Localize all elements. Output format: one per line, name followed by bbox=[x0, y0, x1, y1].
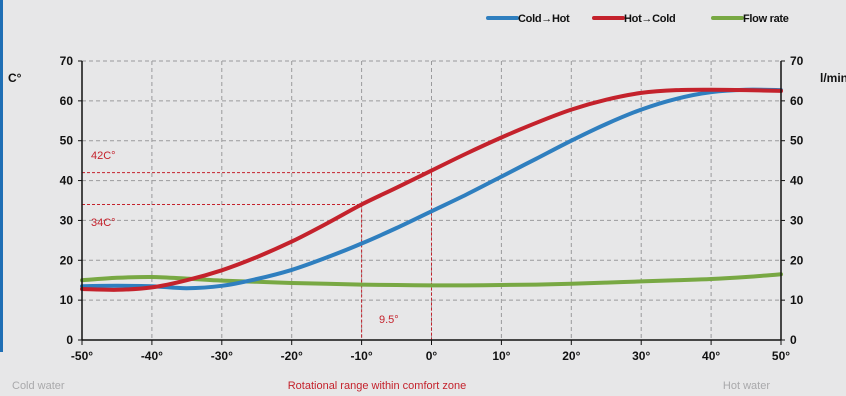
legend-label-flow-rate: Flow rate bbox=[743, 13, 789, 25]
annotation-range: 9.5° bbox=[379, 314, 399, 326]
x-tick-label: -50° bbox=[71, 349, 93, 363]
y-tick-label-right: 0 bbox=[790, 333, 797, 347]
x-tick-label: 10° bbox=[492, 349, 510, 363]
caption-hot-water: Hot water bbox=[723, 380, 770, 392]
y-tick-label-left: 10 bbox=[60, 293, 74, 307]
y-tick-label-right: 30 bbox=[790, 213, 804, 227]
x-tick-label: -30° bbox=[211, 349, 233, 363]
y-axis-label-left: C° bbox=[8, 71, 22, 85]
x-ticks: -50° -40° -30° -20° -10° 0° 10° 20° 30° 40° 50° bbox=[71, 349, 790, 363]
y-tick-label-left: 40 bbox=[60, 174, 74, 188]
x-tick-label: 0° bbox=[426, 349, 438, 363]
y-tick-label-left: 30 bbox=[60, 213, 74, 227]
y-tick-label-left: 20 bbox=[60, 253, 74, 267]
x-tick-label: 20° bbox=[562, 349, 580, 363]
y-tick-label-left: 70 bbox=[60, 54, 74, 68]
axes bbox=[78, 60, 785, 345]
x-tick-label: -10° bbox=[351, 349, 373, 363]
temperature-annotations bbox=[82, 172, 432, 340]
series-lines bbox=[80, 87, 783, 292]
x-tick-label: 40° bbox=[702, 349, 720, 363]
annotation-upper-temp: 42C° bbox=[91, 150, 116, 162]
y-ticks-left: 0 10 20 30 40 50 60 70 bbox=[60, 54, 74, 347]
y-ticks-right: 0 10 20 30 40 50 60 70 bbox=[790, 54, 804, 347]
y-tick-label-right: 50 bbox=[790, 134, 804, 148]
series-line-hot-cold bbox=[80, 87, 783, 292]
y-tick-label-right: 40 bbox=[790, 174, 804, 188]
x-tick-label: 50° bbox=[772, 349, 790, 363]
legend-label-hot-cold: Hot→Cold bbox=[624, 13, 675, 25]
y-tick-label-left: 60 bbox=[60, 94, 74, 108]
x-tick-label: -40° bbox=[141, 349, 163, 363]
y-tick-label-right: 10 bbox=[790, 293, 804, 307]
caption-cold-water: Cold water bbox=[12, 380, 65, 392]
y-tick-label-left: 50 bbox=[60, 134, 74, 148]
y-tick-label-right: 20 bbox=[790, 253, 804, 267]
legend-label-cold-hot: Cold→Hot bbox=[518, 13, 570, 25]
y-tick-label-left: 0 bbox=[66, 333, 73, 347]
x-tick-label: 30° bbox=[632, 349, 650, 363]
series-line-cold-hot bbox=[80, 87, 783, 291]
left-accent-bar bbox=[0, 0, 3, 352]
x-tick-label: -20° bbox=[281, 349, 303, 363]
y-tick-label-right: 60 bbox=[790, 94, 804, 108]
annotation-lower-temp: 34C° bbox=[91, 217, 116, 229]
y-axis-label-right: l/min bbox=[820, 71, 846, 85]
caption-comfort-zone: Rotational range within comfort zone bbox=[288, 380, 467, 392]
y-tick-label-right: 70 bbox=[790, 54, 804, 68]
legend: Cold→Hot Hot→Cold Flow rate bbox=[486, 13, 789, 25]
